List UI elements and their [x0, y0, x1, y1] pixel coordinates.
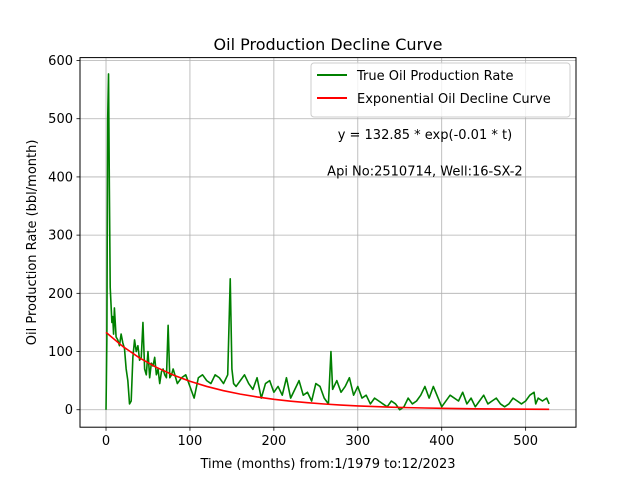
chart-title: Oil Production Decline Curve [214, 35, 443, 54]
y-tick-label: 500 [48, 112, 73, 127]
legend-label-exponential-curve: Exponential Oil Decline Curve [357, 92, 551, 107]
y-axis-ticks: 0 100 200 300 400 500 600 [48, 54, 80, 418]
legend-label-true-rate: True Oil Production Rate [356, 69, 513, 84]
x-tick-label: 300 [345, 434, 370, 449]
plot-area [105, 73, 550, 411]
exponential-decline-curve-line [105, 331, 550, 411]
y-tick-label: 0 [65, 403, 73, 418]
y-axis-label: Oil Production Rate (bbl/month) [25, 140, 40, 346]
y-tick-label: 600 [48, 54, 73, 69]
equation-annotation: y = 132.85 * exp(-0.01 * t) [338, 128, 512, 143]
well-annotation: Api No:2510714, Well:16-SX-2 [327, 165, 523, 180]
x-axis-ticks: 0 100 200 300 400 500 [102, 427, 538, 449]
y-tick-label: 200 [48, 287, 73, 302]
x-tick-label: 0 [102, 434, 110, 449]
y-tick-label: 300 [48, 229, 73, 244]
x-tick-label: 500 [513, 434, 538, 449]
y-tick-label: 400 [48, 170, 73, 185]
x-tick-label: 100 [178, 434, 203, 449]
grid-lines [80, 57, 576, 428]
y-tick-label: 100 [48, 345, 73, 360]
x-tick-label: 200 [261, 434, 286, 449]
legend: True Oil Production Rate Exponential Oil… [310, 62, 571, 118]
x-tick-label: 400 [429, 434, 454, 449]
axes-frame [79, 57, 577, 428]
legend-box [310, 62, 571, 118]
x-axis-label: Time (months) from:1/1979 to:12/2023 [199, 457, 455, 472]
